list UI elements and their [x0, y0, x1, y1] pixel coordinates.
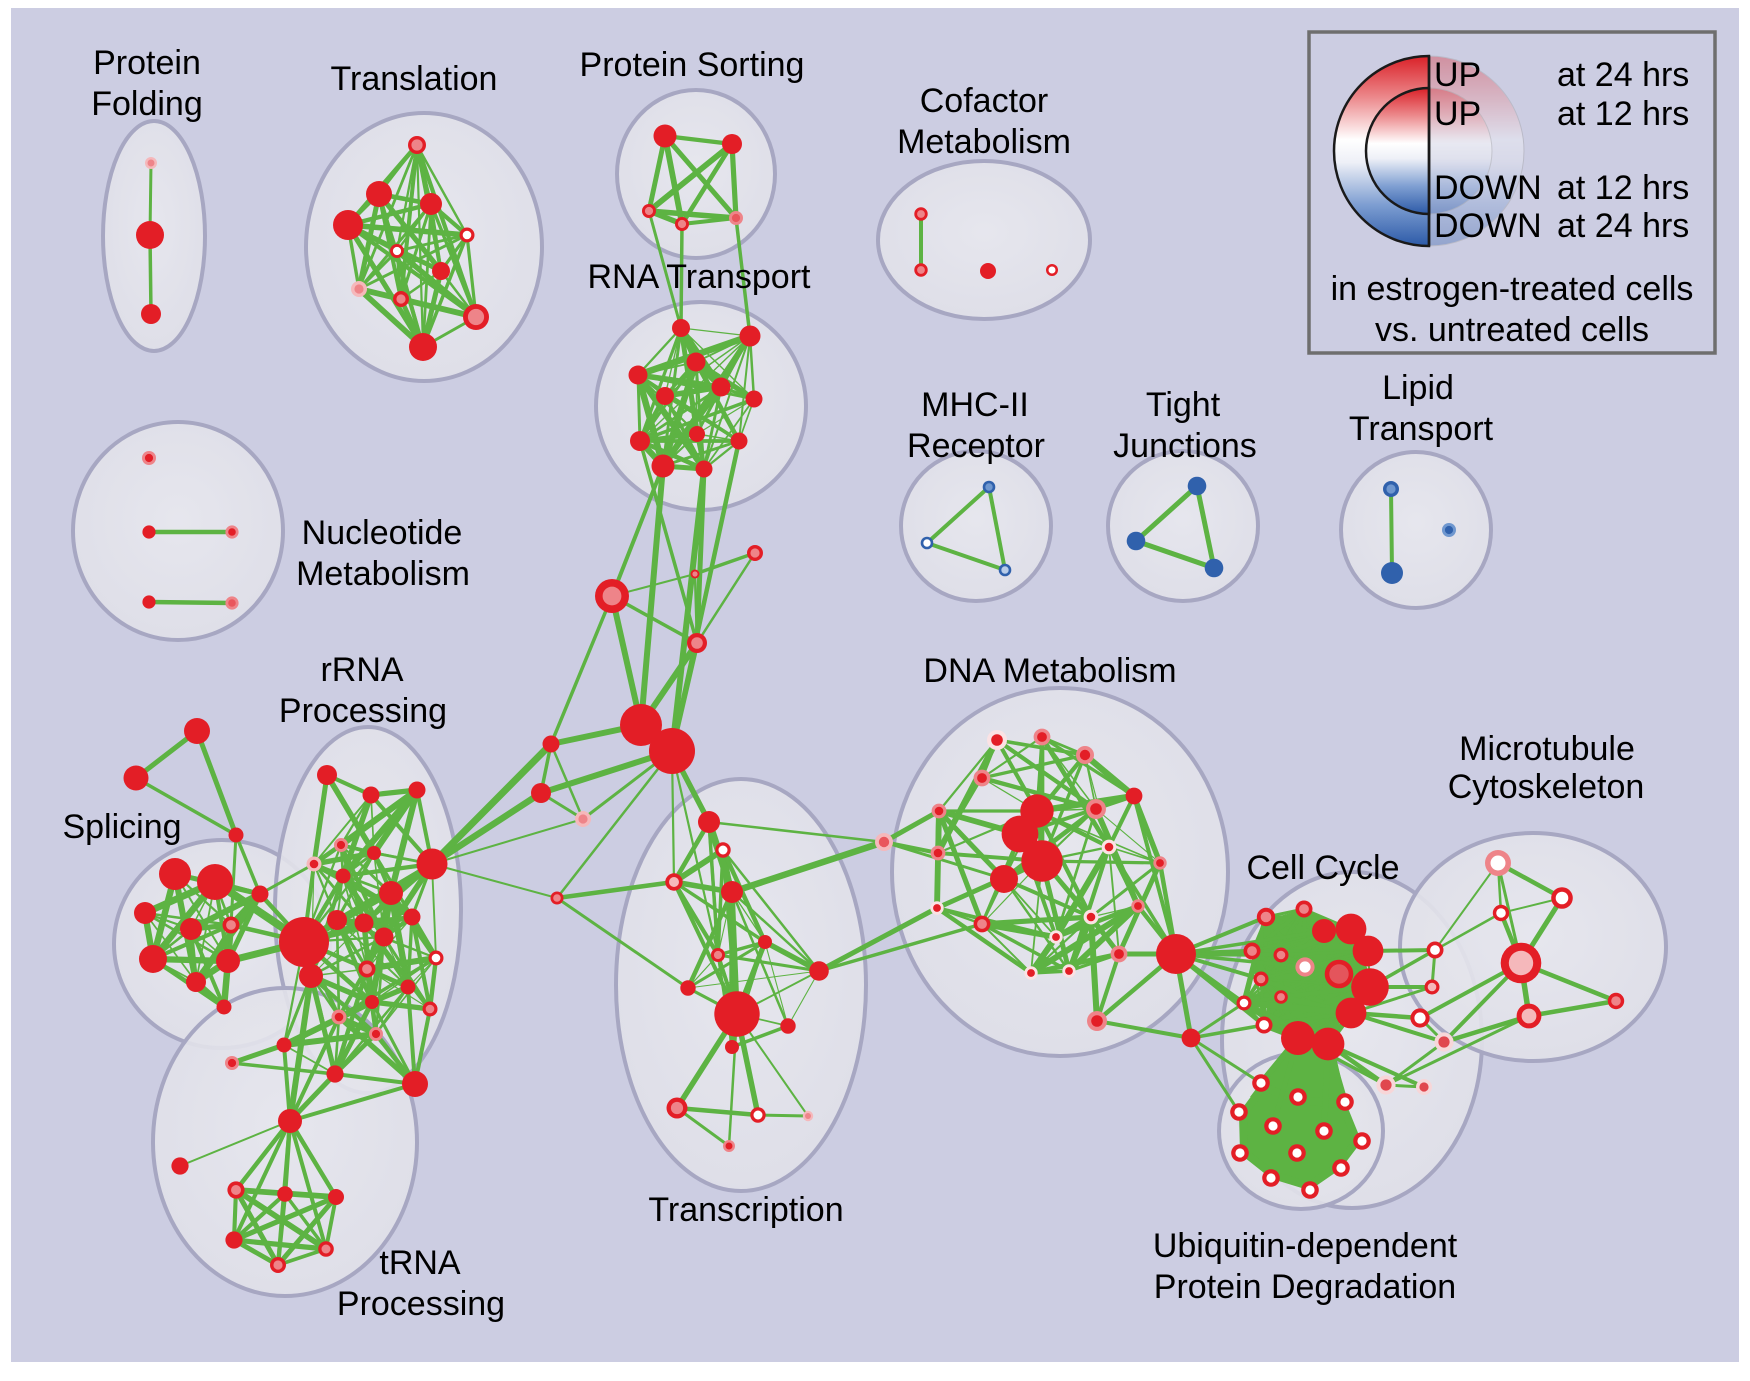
svg-text:Processing: Processing — [337, 1285, 505, 1323]
svg-text:at 24 hrs: at 24 hrs — [1557, 56, 1689, 94]
svg-text:Ubiquitin-dependent: Ubiquitin-dependent — [1153, 1227, 1458, 1265]
svg-text:UP: UP — [1434, 95, 1481, 133]
svg-text:at 12 hrs: at 12 hrs — [1557, 95, 1689, 133]
svg-text:Protein Sorting: Protein Sorting — [580, 46, 805, 84]
svg-text:Junctions: Junctions — [1113, 427, 1257, 465]
svg-text:Cofactor: Cofactor — [920, 82, 1049, 120]
svg-text:Metabolism: Metabolism — [897, 123, 1071, 161]
svg-text:Cytoskeleton: Cytoskeleton — [1448, 768, 1645, 806]
svg-text:DOWN: DOWN — [1434, 207, 1542, 245]
svg-text:MHC-II: MHC-II — [921, 386, 1029, 424]
svg-text:Protein Degradation: Protein Degradation — [1154, 1268, 1456, 1306]
svg-text:Folding: Folding — [91, 85, 203, 123]
svg-text:Tight: Tight — [1146, 386, 1221, 424]
svg-text:tRNA: tRNA — [379, 1244, 461, 1282]
svg-text:Transcription: Transcription — [648, 1191, 843, 1229]
svg-text:Transport: Transport — [1349, 410, 1494, 448]
svg-text:at 24 hrs: at 24 hrs — [1557, 207, 1689, 245]
svg-text:Translation: Translation — [331, 60, 498, 98]
svg-text:Metabolism: Metabolism — [296, 555, 470, 593]
svg-text:vs. untreated cells: vs. untreated cells — [1375, 311, 1649, 349]
svg-text:in estrogen-treated cells: in estrogen-treated cells — [1331, 270, 1694, 308]
svg-text:at 12 hrs: at 12 hrs — [1557, 169, 1689, 207]
svg-text:Processing: Processing — [279, 692, 447, 730]
svg-text:Nucleotide: Nucleotide — [302, 514, 463, 552]
svg-text:DOWN: DOWN — [1434, 169, 1542, 207]
svg-text:Protein: Protein — [93, 44, 201, 82]
svg-text:UP: UP — [1434, 56, 1481, 94]
svg-text:RNA Transport: RNA Transport — [588, 258, 812, 296]
svg-text:DNA Metabolism: DNA Metabolism — [923, 652, 1176, 690]
svg-text:Microtubule: Microtubule — [1459, 730, 1635, 768]
svg-text:rRNA: rRNA — [320, 651, 403, 689]
svg-text:Splicing: Splicing — [62, 808, 181, 846]
svg-text:Lipid: Lipid — [1382, 369, 1454, 407]
svg-text:Receptor: Receptor — [907, 427, 1045, 465]
svg-text:Cell Cycle: Cell Cycle — [1246, 849, 1399, 887]
